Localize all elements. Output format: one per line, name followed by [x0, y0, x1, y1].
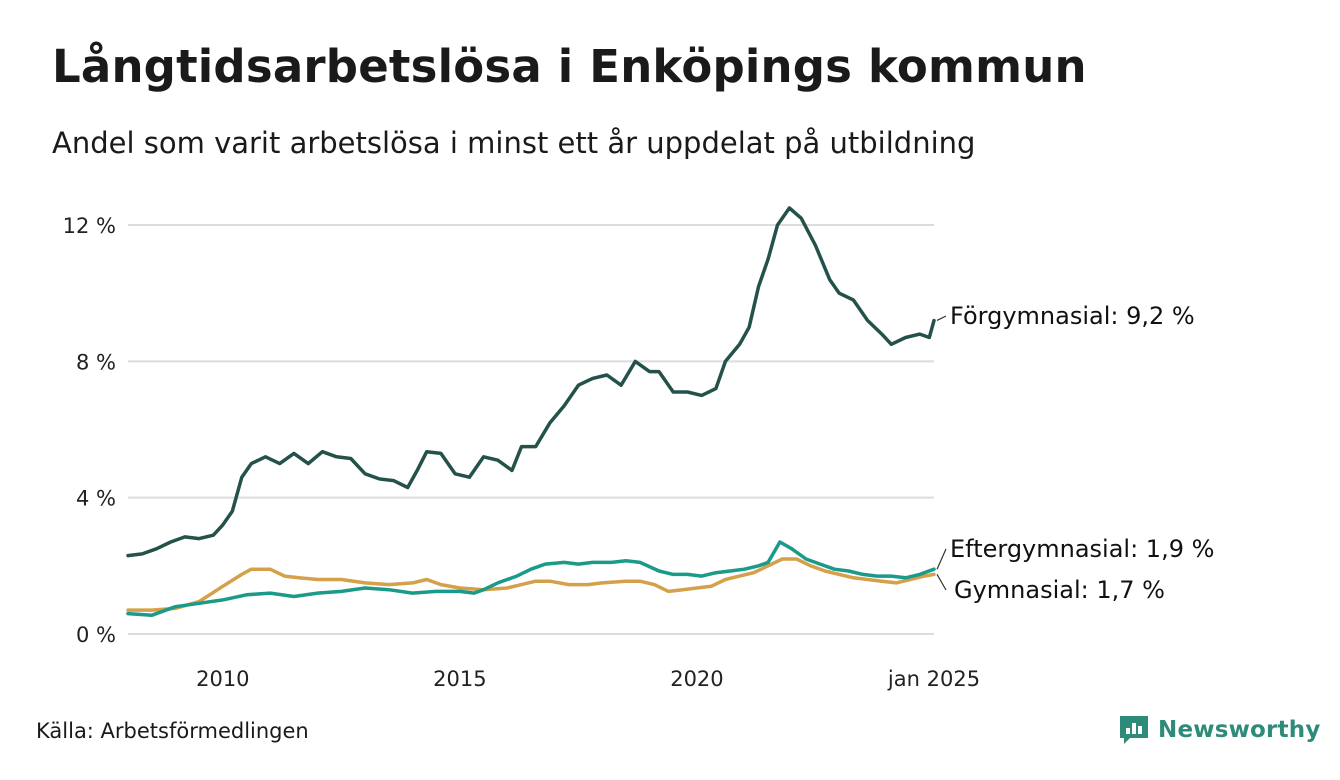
y-tick-label: 12 %	[63, 214, 116, 238]
newsworthy-logo-icon	[1120, 716, 1148, 744]
grid-lines	[128, 224, 934, 635]
x-tick-label: jan 2025	[887, 667, 980, 691]
y-tick-label: 8 %	[76, 350, 116, 374]
y-tick-label: 0 %	[76, 623, 116, 647]
source-note: Källa: Arbetsförmedlingen	[36, 719, 309, 743]
end-label-eftergymnasial: Eftergymnasial: 1,9 %	[950, 535, 1214, 563]
end-label-förgymnasial: Förgymnasial: 9,2 %	[950, 302, 1195, 330]
y-tick-label: 4 %	[76, 487, 116, 511]
series-lines	[126, 206, 936, 618]
x-axis-ticks: 2010 2015 2020 jan 2025	[196, 667, 980, 691]
y-axis-ticks: 0 % 4 % 8 % 12 %	[63, 214, 116, 647]
series-line-gymnasial	[126, 557, 936, 612]
x-tick-label: 2010	[196, 667, 249, 691]
series-line-eftergymnasial	[126, 540, 936, 618]
chart-subtitle: Andel som varit arbetslösa i minst ett å…	[52, 126, 976, 160]
series-line-förgymnasial	[126, 206, 936, 558]
end-label-gymnasial: Gymnasial: 1,7 %	[954, 576, 1165, 604]
end-labels: Förgymnasial: 9,2 % Eftergymnasial: 1,9 %…	[936, 302, 1214, 604]
chart-title: Långtidsarbetslösa i Enköpings kommun	[52, 40, 1087, 93]
label-leader-line	[936, 548, 947, 570]
label-leader-line	[936, 315, 947, 322]
x-tick-label: 2020	[670, 667, 723, 691]
x-tick-label: 2015	[433, 667, 486, 691]
brand-name: Newsworthy	[1158, 717, 1321, 743]
newsworthy-brand[interactable]: Newsworthy	[1118, 712, 1321, 748]
label-leader-line	[936, 574, 947, 591]
